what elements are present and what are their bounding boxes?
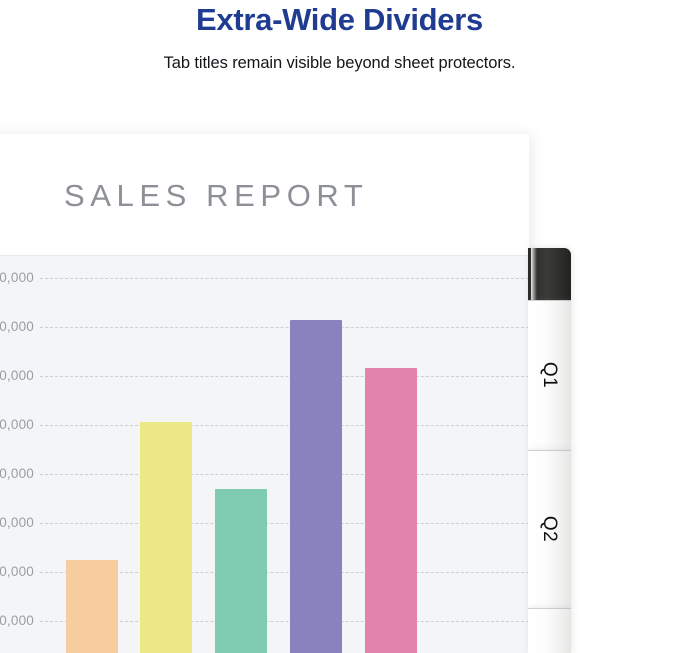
y-axis-tick-label: 0,000 xyxy=(0,270,34,285)
gridline xyxy=(40,523,529,524)
y-axis-tick-label: 0,000 xyxy=(0,319,34,334)
y-axis-tick-label: 0,000 xyxy=(0,466,34,481)
gridline xyxy=(40,376,529,377)
tab-q2[interactable]: Q2 xyxy=(528,450,571,608)
gridline xyxy=(40,474,529,475)
bar-4 xyxy=(290,320,342,653)
gridline xyxy=(40,278,529,279)
bar-2 xyxy=(140,422,192,653)
page-title: Extra-Wide Dividers xyxy=(196,2,483,37)
tab-seam xyxy=(528,450,571,451)
paper-sheet: SALES REPORT 0,000 0,000 0,000 0,000 0,000 0,… xyxy=(0,134,529,653)
bar-1 xyxy=(66,560,118,653)
report-header: SALES REPORT xyxy=(0,134,529,255)
gridline xyxy=(40,621,529,622)
bar-chart: 0,000 0,000 0,000 0,000 0,000 0,000 0,000 0,000 xyxy=(0,255,529,653)
tab-label: Q1 xyxy=(539,361,561,389)
gridline xyxy=(40,327,529,328)
bar-3 xyxy=(215,489,267,653)
report-title: SALES REPORT xyxy=(64,178,369,213)
header-block: Extra-Wide Dividers Tab titles remain vi… xyxy=(0,0,679,74)
y-axis-tick-label: 0,000 xyxy=(0,515,34,530)
tab-q3[interactable] xyxy=(528,608,571,653)
bar-5 xyxy=(365,368,417,653)
tab-gloss-highlight xyxy=(531,300,537,450)
divider-tab-stack: Q1 Q2 xyxy=(528,248,572,653)
page-subtitle: Tab titles remain visible beyond sheet p… xyxy=(163,54,516,72)
tab-seam xyxy=(528,608,571,609)
tab-gloss-highlight xyxy=(531,450,537,608)
chart-bars xyxy=(0,256,529,653)
tab-gloss-highlight xyxy=(531,248,537,300)
gridline xyxy=(40,425,529,426)
y-axis-tick-label: 0,000 xyxy=(0,613,34,628)
y-axis-tick-label: 0,000 xyxy=(0,564,34,579)
tab-q1[interactable]: Q1 xyxy=(528,300,571,450)
tab-gloss-highlight xyxy=(531,608,537,653)
chart-gridlines: 0,000 0,000 0,000 0,000 0,000 0,000 0,000 0,000 xyxy=(0,256,529,653)
y-axis-tick-label: 0,000 xyxy=(0,368,34,383)
tab-top-black[interactable] xyxy=(528,248,571,300)
tab-seam xyxy=(528,300,571,301)
y-axis-tick-label: 0,000 xyxy=(0,417,34,432)
tab-label: Q2 xyxy=(539,515,561,543)
gridline xyxy=(40,572,529,573)
